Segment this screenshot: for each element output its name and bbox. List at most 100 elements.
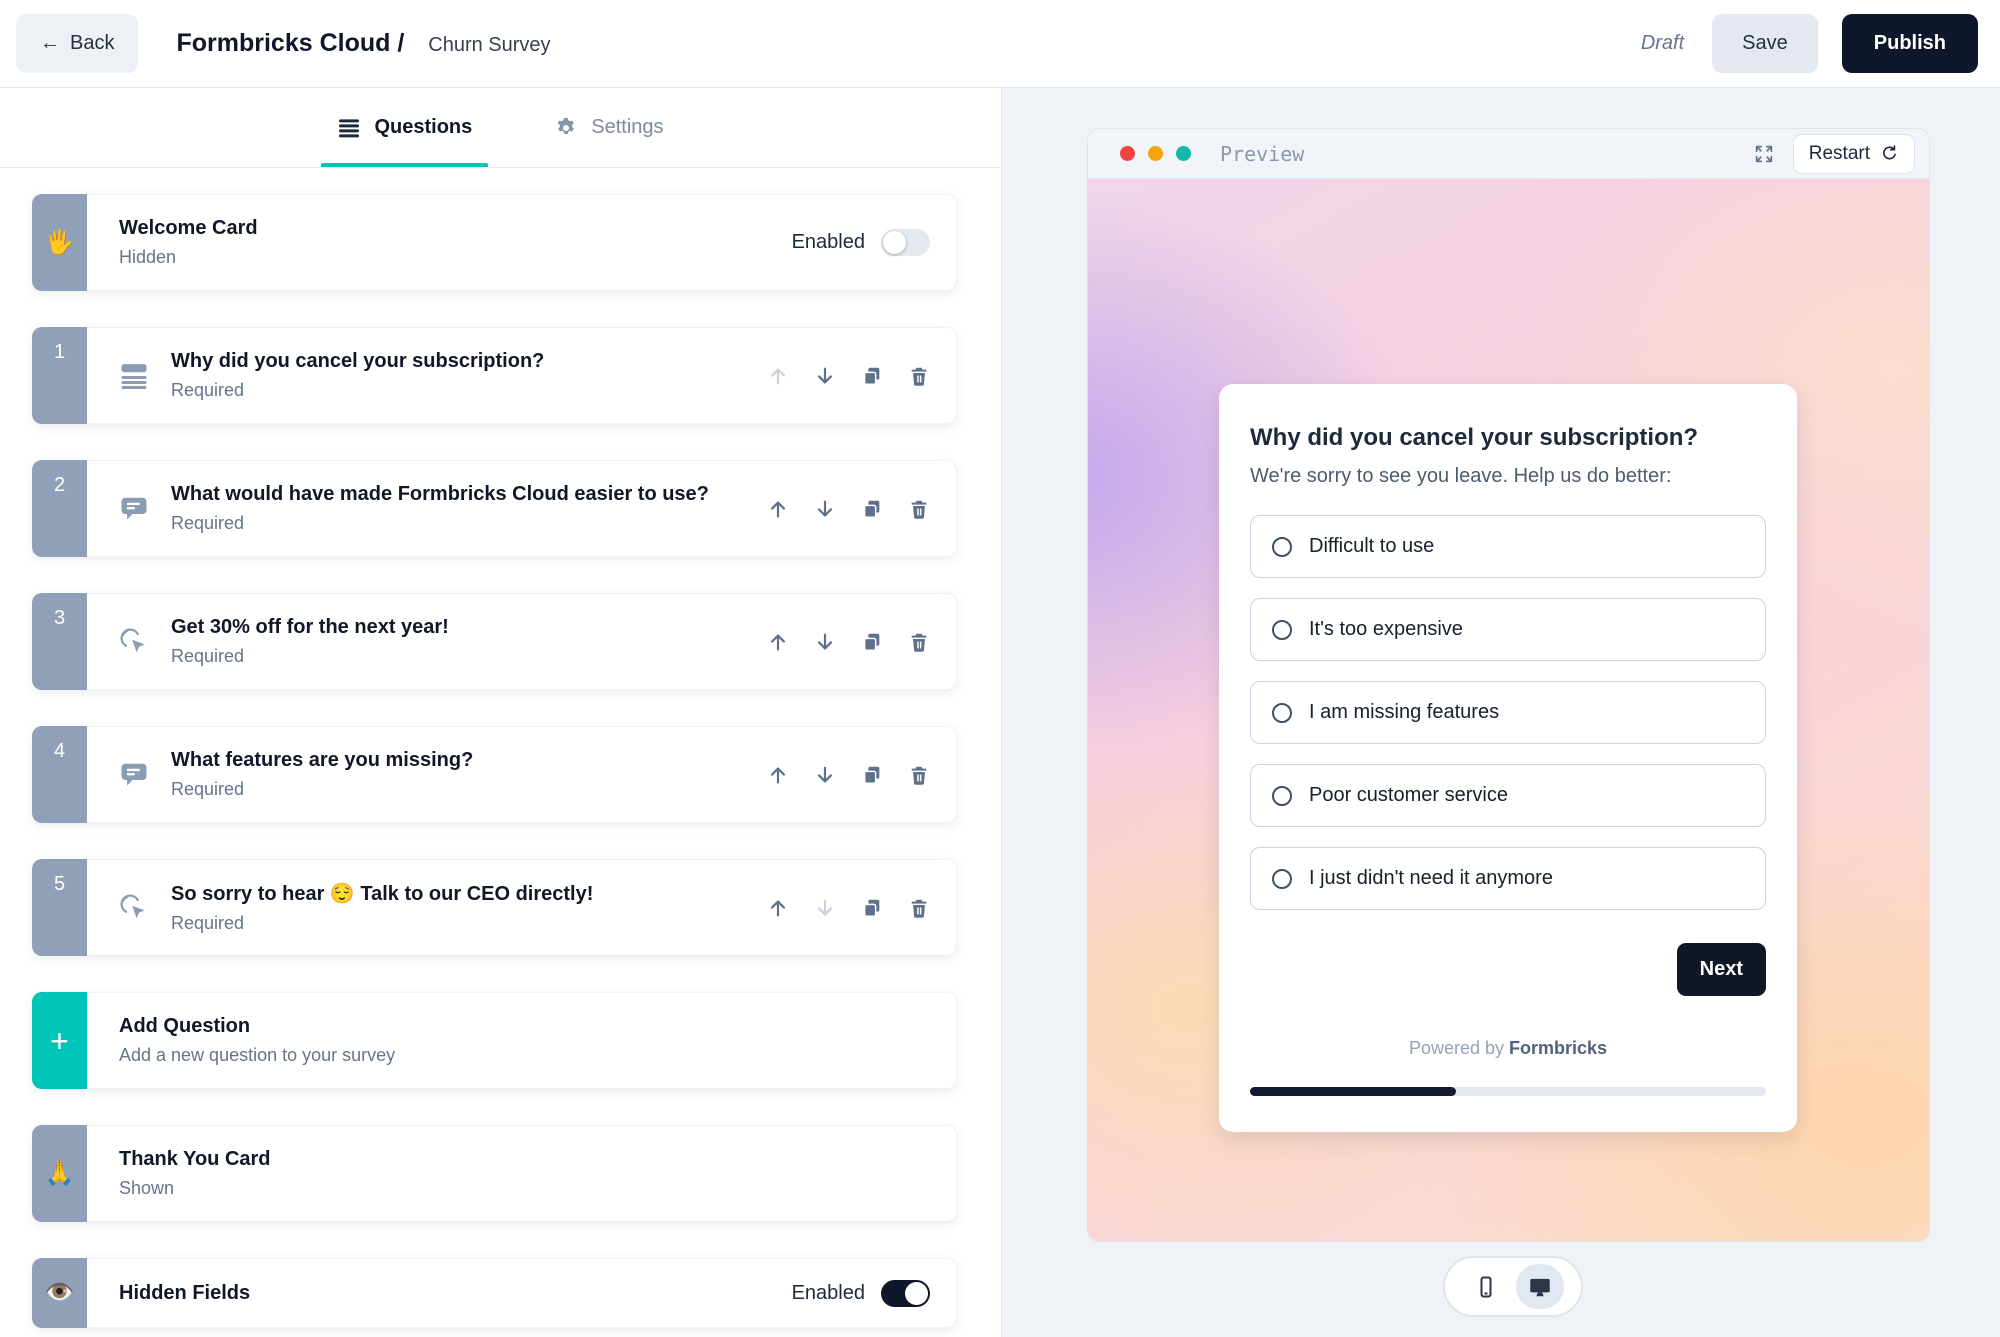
move-up-button[interactable] xyxy=(767,897,789,919)
radio-icon[interactable] xyxy=(1272,536,1292,557)
delete-button[interactable] xyxy=(908,498,930,520)
move-up-button[interactable] xyxy=(767,498,789,520)
duplicate-button[interactable] xyxy=(861,365,883,387)
main-content: Questions Settings 🖐️ Welcome C xyxy=(0,88,2000,1337)
thank-you-title: Thank You Card xyxy=(119,1148,271,1170)
option-difficult-to-use[interactable]: Difficult to use xyxy=(1250,515,1766,578)
welcome-card-status: Hidden xyxy=(119,247,177,267)
move-down-button[interactable] xyxy=(814,498,836,520)
top-header: ← Back Formbricks Cloud / Churn Survey D… xyxy=(0,0,2000,88)
question-number-tab[interactable]: 3 xyxy=(32,593,87,690)
radio-icon[interactable] xyxy=(1272,785,1292,806)
welcome-card-tab[interactable]: 🖐️ xyxy=(32,194,87,291)
radio-icon[interactable] xyxy=(1272,868,1292,889)
question-required-label: Required xyxy=(171,380,245,400)
question-card-2[interactable]: 2 What would have made Formbricks Cloud … xyxy=(32,460,957,557)
move-down-button[interactable] xyxy=(814,365,836,387)
editor-panel: Questions Settings 🖐️ Welcome C xyxy=(0,88,1002,1337)
question-number-tab[interactable]: 5 xyxy=(32,859,87,956)
powered-by-label: Powered by xyxy=(1408,1038,1504,1058)
welcome-card[interactable]: 🖐️ Welcome Card Hidden Enabled xyxy=(32,194,957,291)
add-question-tab[interactable]: + xyxy=(32,992,87,1089)
question-card-5[interactable]: 5 So sorry to hear 😌 Talk to our CEO dir… xyxy=(32,859,957,956)
hidden-fields-toggle[interactable] xyxy=(881,1279,930,1307)
question-card-4[interactable]: 4 What features are you missing? Require… xyxy=(32,726,957,823)
thank-you-tab[interactable]: 🙏 xyxy=(32,1125,87,1222)
preview-window: Preview Restart xyxy=(1087,128,1930,1242)
option-label: Difficult to use xyxy=(1309,535,1435,557)
brand-name[interactable]: Formbricks xyxy=(1509,1038,1608,1058)
next-button[interactable]: Next xyxy=(1676,943,1766,996)
progress-fill xyxy=(1250,1087,1457,1096)
radio-icon[interactable] xyxy=(1272,619,1292,640)
back-button[interactable]: ← Back xyxy=(16,14,139,73)
open-text-icon xyxy=(119,494,153,524)
phone-icon xyxy=(1474,1275,1498,1299)
option-too-expensive[interactable]: It's too expensive xyxy=(1250,598,1766,661)
hidden-fields-card[interactable]: 👁️ Hidden Fields Enabled xyxy=(32,1258,957,1328)
thank-you-card[interactable]: 🙏 Thank You Card Shown xyxy=(32,1125,957,1222)
toggle-knob xyxy=(905,1281,928,1305)
desktop-preview-button[interactable] xyxy=(1516,1264,1564,1309)
plus-icon: + xyxy=(50,1022,69,1059)
add-question-card[interactable]: + Add Question Add a new question to you… xyxy=(32,992,957,1089)
survey-name[interactable]: Churn Survey xyxy=(428,34,551,56)
delete-button[interactable] xyxy=(908,365,930,387)
question-title: Why did you cancel your subscription? xyxy=(171,350,545,372)
refresh-icon xyxy=(1880,144,1899,163)
option-label: I just didn't need it anymore xyxy=(1309,867,1553,889)
progress-bar xyxy=(1250,1087,1766,1096)
question-number: 5 xyxy=(53,873,66,895)
question-number: 4 xyxy=(53,740,66,762)
question-required-label: Required xyxy=(171,513,245,533)
move-up-button[interactable] xyxy=(767,764,789,786)
restart-button[interactable]: Restart xyxy=(1792,133,1915,174)
option-didnt-need-it[interactable]: I just didn't need it anymore xyxy=(1250,847,1766,910)
question-number: 2 xyxy=(53,474,66,496)
toggle-knob xyxy=(883,231,906,254)
cta-icon xyxy=(119,627,153,657)
expand-icon[interactable] xyxy=(1753,143,1775,165)
device-toggle xyxy=(1443,1256,1583,1317)
question-number: 3 xyxy=(53,607,66,629)
move-down-button[interactable] xyxy=(814,764,836,786)
delete-button[interactable] xyxy=(908,631,930,653)
survey-question-title: Why did you cancel your subscription? xyxy=(1250,424,1699,451)
back-button-label: Back xyxy=(70,32,115,54)
save-button[interactable]: Save xyxy=(1712,14,1818,73)
welcome-card-title: Welcome Card xyxy=(119,217,258,239)
question-number-tab[interactable]: 2 xyxy=(32,460,87,557)
move-down-button[interactable] xyxy=(814,631,836,653)
duplicate-button[interactable] xyxy=(861,897,883,919)
move-up-button[interactable] xyxy=(767,631,789,653)
hidden-fields-tab[interactable]: 👁️ xyxy=(32,1258,87,1328)
question-number-tab[interactable]: 4 xyxy=(32,726,87,823)
survey-question-subtitle: We're sorry to see you leave. Help us do… xyxy=(1250,465,1672,487)
question-card-3[interactable]: 3 Get 30% off for the next year! Require… xyxy=(32,593,957,690)
tab-settings[interactable]: Settings xyxy=(548,88,669,167)
tab-questions[interactable]: Questions xyxy=(321,88,489,167)
question-list: 🖐️ Welcome Card Hidden Enabled 1 xyxy=(0,168,1001,1328)
publish-button[interactable]: Publish xyxy=(1841,14,1978,73)
add-question-subtitle: Add a new question to your survey xyxy=(119,1045,396,1065)
delete-button[interactable] xyxy=(908,897,930,919)
welcome-enabled-toggle[interactable] xyxy=(881,229,930,256)
duplicate-button[interactable] xyxy=(861,764,883,786)
survey-options: Difficult to use It's too expensive I am… xyxy=(1250,515,1766,910)
option-missing-features[interactable]: I am missing features xyxy=(1250,681,1766,744)
welcome-enabled-label: Enabled xyxy=(791,231,865,253)
question-card-1[interactable]: 1 Why did you cancel your subscription? … xyxy=(32,327,957,424)
question-number: 1 xyxy=(53,341,66,363)
traffic-dot-yellow xyxy=(1148,146,1163,161)
question-number-tab[interactable]: 1 xyxy=(32,327,87,424)
tab-questions-label: Questions xyxy=(374,116,473,138)
mobile-preview-button[interactable] xyxy=(1462,1264,1510,1309)
editor-tabs: Questions Settings xyxy=(0,88,1001,168)
duplicate-button[interactable] xyxy=(861,631,883,653)
duplicate-button[interactable] xyxy=(861,498,883,520)
option-poor-customer-service[interactable]: Poor customer service xyxy=(1250,764,1766,827)
radio-icon[interactable] xyxy=(1272,702,1292,723)
delete-button[interactable] xyxy=(908,764,930,786)
move-up-button xyxy=(767,365,789,387)
question-title: Get 30% off for the next year! xyxy=(171,616,449,638)
